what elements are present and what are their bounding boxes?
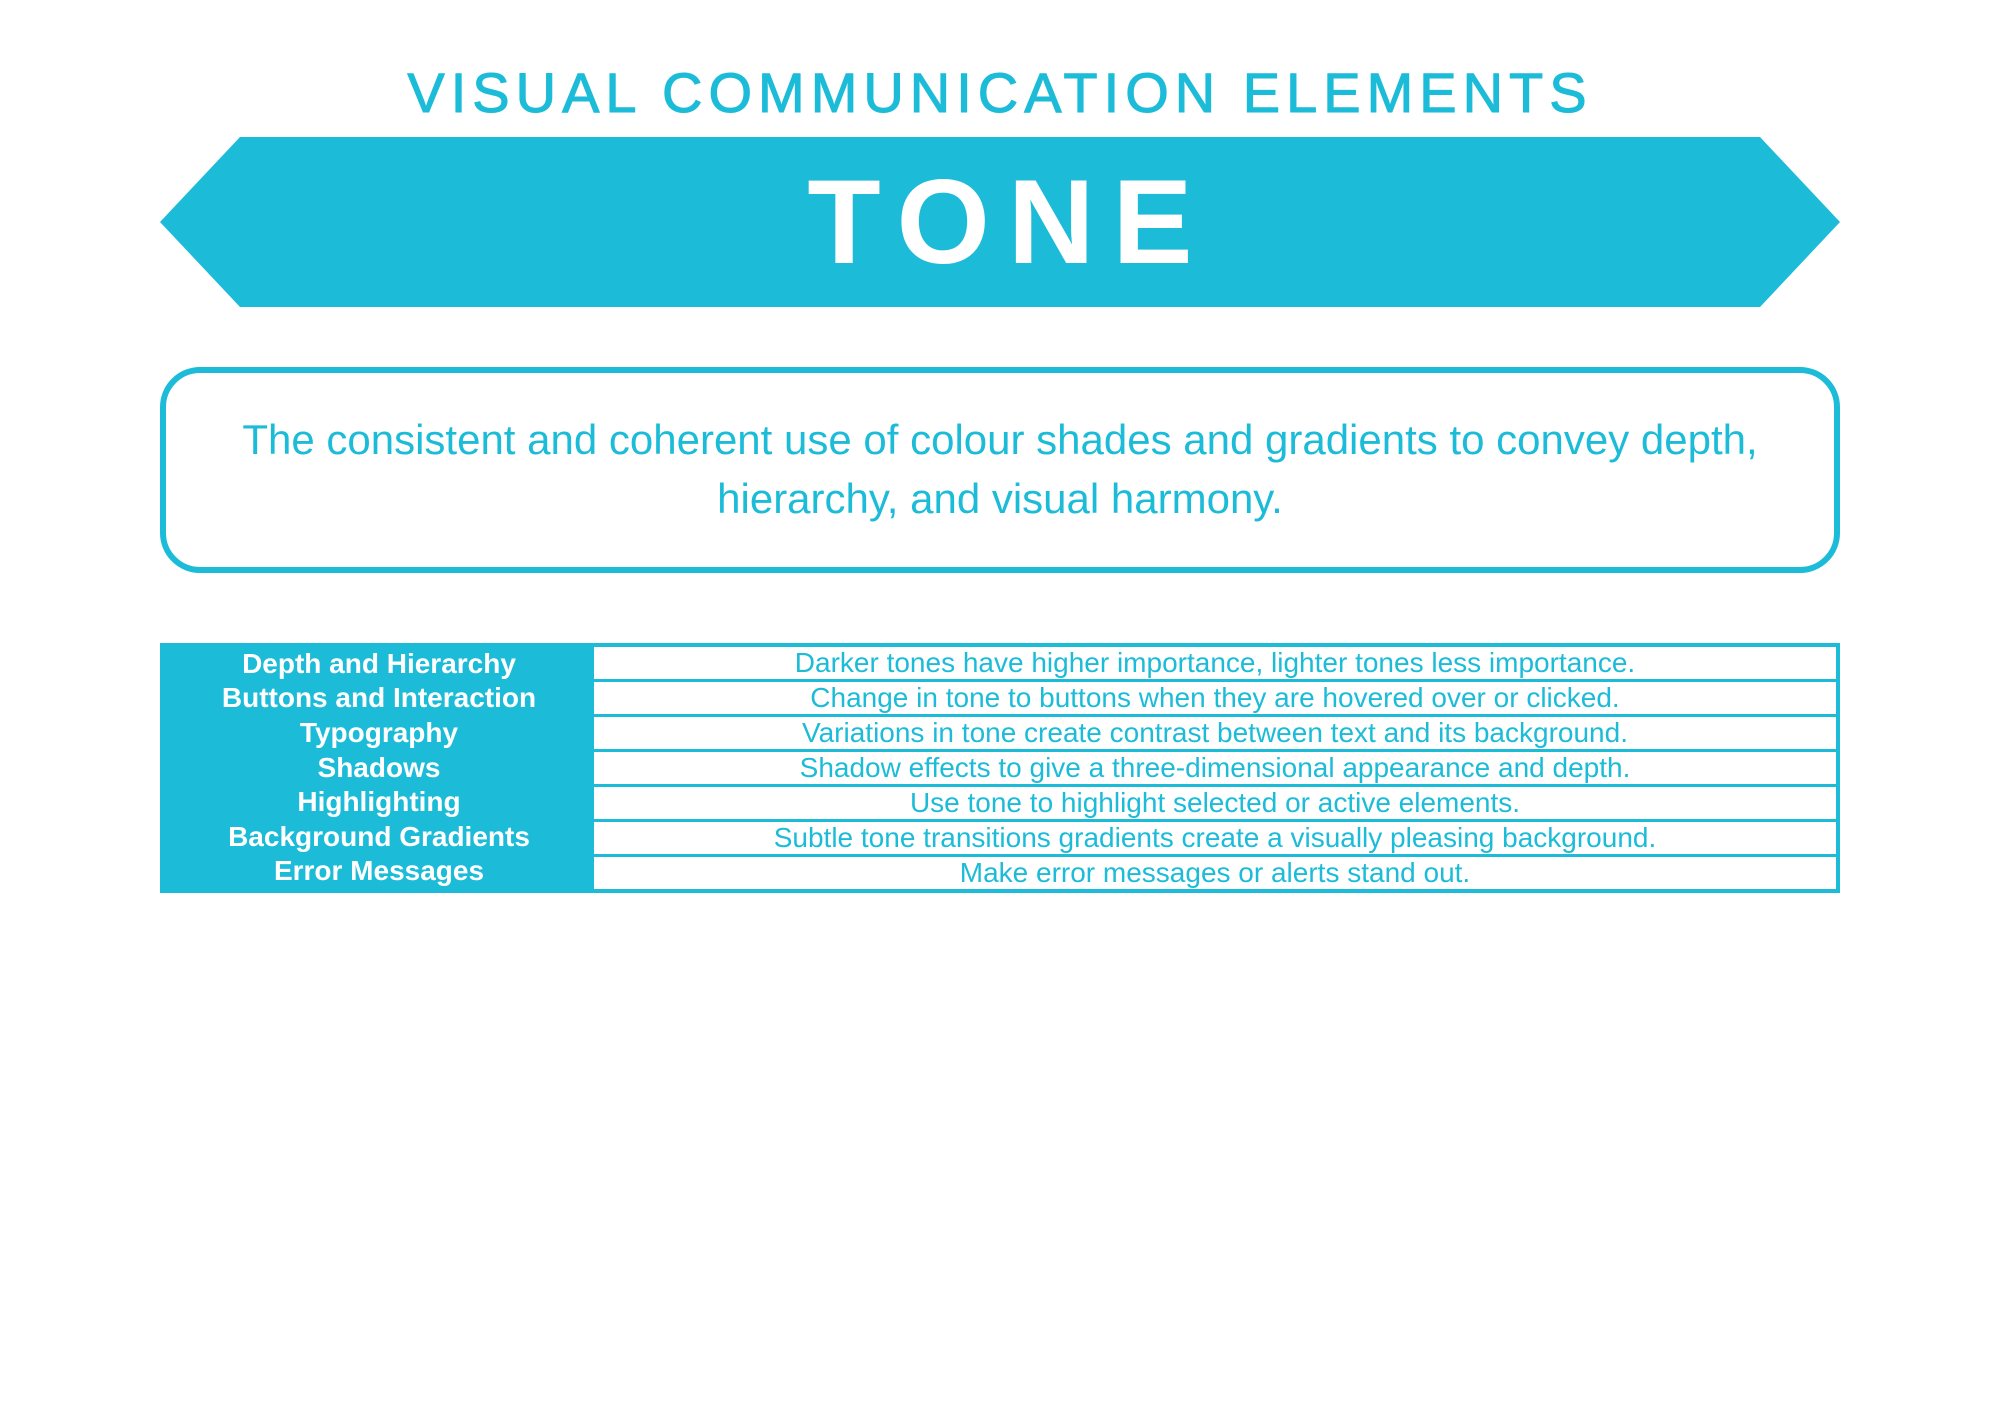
table-row-value: Make error messages or alerts stand out. — [594, 857, 1836, 889]
table-row-value: Subtle tone transitions gradients create… — [594, 822, 1836, 857]
table-row-value: Shadow effects to give a three-dimension… — [594, 752, 1836, 787]
table-row-label: Error Messages — [164, 854, 594, 889]
page: VISUAL COMMUNICATION ELEMENTS TONE The c… — [0, 0, 2000, 893]
definition-box: The consistent and coherent use of colou… — [160, 367, 1840, 573]
table-row-label: Depth and Hierarchy — [164, 647, 594, 682]
eyebrow-title: VISUAL COMMUNICATION ELEMENTS — [150, 60, 1850, 125]
table-row-value: Change in tone to buttons when they are … — [594, 682, 1836, 717]
table-row-label: Typography — [164, 716, 594, 751]
table-row-label: Highlighting — [164, 785, 594, 820]
table-value-column: Darker tones have higher importance, lig… — [594, 647, 1836, 889]
title-banner: TONE — [160, 137, 1840, 307]
table-row-label: Background Gradients — [164, 819, 594, 854]
page-title: TONE — [789, 162, 1210, 282]
table-row-label: Shadows — [164, 750, 594, 785]
table-row-value: Variations in tone create contrast betwe… — [594, 717, 1836, 752]
table-row-value: Use tone to highlight selected or active… — [594, 787, 1836, 822]
table-row-value: Darker tones have higher importance, lig… — [594, 647, 1836, 682]
tone-table: Depth and Hierarchy Buttons and Interact… — [160, 643, 1840, 893]
definition-text: The consistent and coherent use of colou… — [226, 411, 1774, 529]
table-label-column: Depth and Hierarchy Buttons and Interact… — [164, 647, 594, 889]
table-row-label: Buttons and Interaction — [164, 681, 594, 716]
